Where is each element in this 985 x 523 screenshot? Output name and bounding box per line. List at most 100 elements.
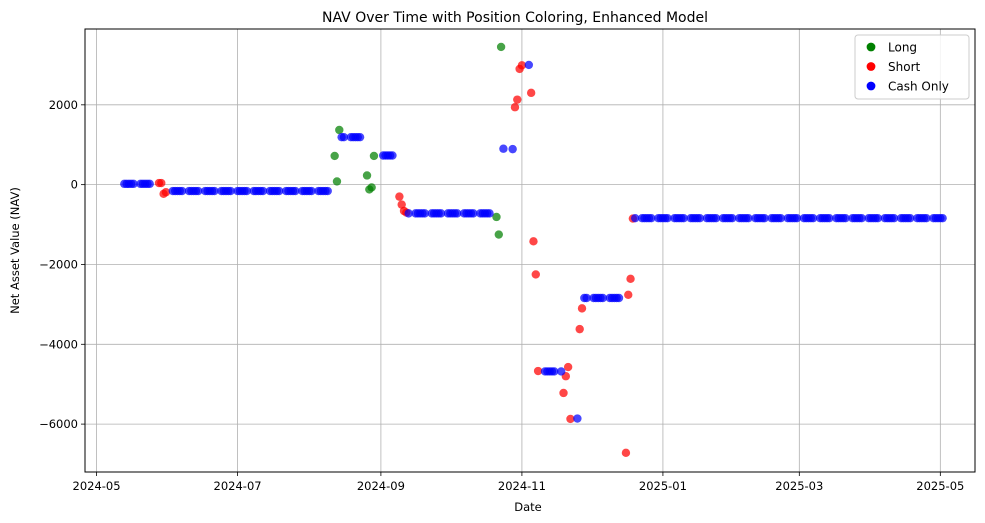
cash-only-point [485,209,494,218]
short-point [531,270,540,279]
legend: Long Short Cash Only [854,34,970,100]
short-point [533,366,543,376]
cash-only-point [177,186,187,196]
short-point [575,324,584,334]
cash-only-point [550,367,559,376]
legend-label: Short [888,60,920,74]
short-point [157,178,166,188]
y-axis-ticks: −6000 −4000 −2000 0 2000 [39,98,85,431]
cash-only-point [210,186,219,196]
short-point [577,304,587,313]
cash-only-point [499,144,508,153]
y-tick-label: −2000 [39,257,78,271]
short-point [559,388,568,398]
plot-area-frame [84,28,976,473]
cash-only-point [711,213,721,223]
cash-only-point [242,186,252,196]
cash-only-point [857,213,866,223]
cash-only-point [524,60,534,70]
cash-only-point [647,213,656,223]
y-tick-label: 0 [71,178,78,192]
x-tick-label: 2024-09 [357,479,405,493]
x-axis-ticks: 2024-05 2024-07 2024-09 2024-11 2025-01 2025-… [73,472,964,493]
cash-only-point [598,293,608,303]
short-point [513,95,522,104]
y-tick-label: −4000 [39,337,78,351]
cash-only-point [695,213,705,223]
grid-lines [85,29,975,472]
long-point [492,212,501,222]
short-point [161,188,171,197]
cash-only-point [194,186,203,196]
legend-marker [866,42,876,52]
cash-only-point [355,132,365,142]
cash-only-point [760,213,769,223]
cash-only-point [420,209,430,218]
legend-marker [866,62,876,71]
cash-only-point [841,213,850,223]
x-tick-label: 2025-01 [639,479,687,493]
x-tick-label: 2025-05 [916,479,964,493]
short-point [397,200,406,209]
cash-only-point [679,213,688,223]
cash-only-point [436,209,446,218]
cash-only-point [792,213,802,223]
cash-only-point [873,213,883,223]
x-tick-label: 2024-11 [498,479,546,493]
short-point [563,362,573,372]
cash-only-point [808,213,818,223]
cash-only-point [557,367,566,376]
short-point [529,237,538,246]
cash-only-point [339,132,349,142]
chart-title: NAV Over Time with Position Coloring, En… [322,10,708,26]
long-point [362,171,372,180]
cash-only-point [291,186,300,196]
cash-only-point [728,213,737,223]
short-point [624,290,633,299]
cash-only-point [825,213,834,223]
legend-marker [866,81,876,91]
cash-only-point [906,213,915,223]
cash-only-point [744,213,753,223]
long-point [494,230,503,239]
cash-only-point [129,179,138,189]
long-point [332,177,342,186]
y-tick-label: −6000 [39,417,78,431]
cash-only-point [582,293,591,303]
cash-only-point [274,186,284,196]
cash-only-point [508,144,517,154]
x-tick-label: 2024-05 [73,479,121,493]
legend-label: Long [888,41,917,55]
long-point [369,151,379,161]
y-axis-title: Net Asset Value (NAV) [8,187,22,314]
cash-only-point [663,213,672,223]
cash-only-point [776,213,786,223]
short-point [510,103,520,112]
long-point [367,183,376,192]
cash-only-point [307,186,316,196]
cash-only-point [323,186,332,196]
cash-only-point [258,186,268,196]
y-tick-label: 2000 [49,98,78,112]
x-tick-label: 2024-07 [214,479,262,493]
cash-only-point [630,213,640,223]
long-point [335,125,344,135]
cash-only-point [938,213,947,223]
cash-only-point [889,213,899,223]
cash-only-point [226,186,235,196]
short-point [626,274,635,284]
cash-only-point [573,414,582,423]
long-point [330,151,339,161]
short-point [395,192,404,201]
x-tick-label: 2025-03 [775,479,823,493]
cash-only-point [922,213,931,223]
short-point [566,414,575,424]
cash-only-point [145,179,154,189]
cash-only-point [469,209,478,218]
short-point [517,61,527,70]
cash-only-point [452,209,462,218]
data-points [120,42,947,458]
short-point [526,88,536,98]
